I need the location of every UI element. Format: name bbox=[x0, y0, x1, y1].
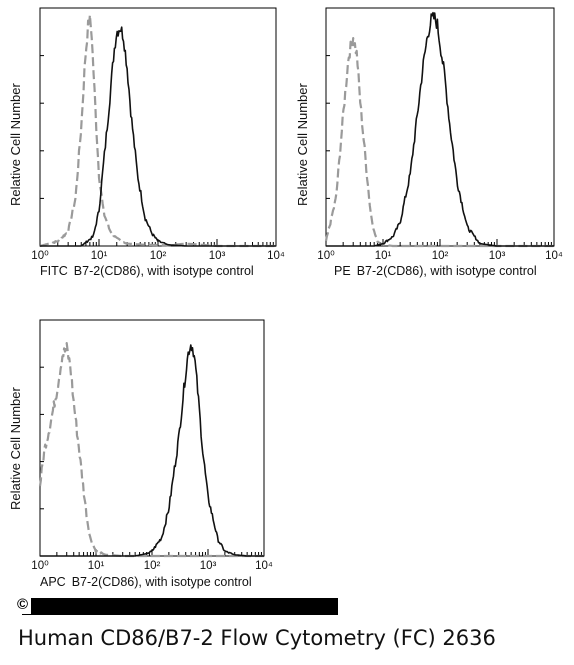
figure-caption: Human CD86/B7-2 Flow Cytometry (FC) 2636 bbox=[18, 626, 496, 650]
fitc-histogram: 10⁰ 10¹ 10² 10³ 10⁴ bbox=[31, 7, 285, 262]
pe-histogram: 10⁰ 10¹ 10² 10³ 10⁴ bbox=[317, 7, 563, 262]
isotype-control-curve bbox=[324, 36, 555, 248]
apc-ylabel: Relative Cell Number bbox=[8, 387, 23, 510]
pe-xlabel-text: B7-2(CD86), with isotype control bbox=[356, 264, 537, 278]
x-tick-label: 10² bbox=[150, 250, 167, 262]
cd86-stain-curve bbox=[326, 11, 554, 247]
isotype-control-curve bbox=[38, 342, 265, 558]
apc-xlabel: APC B7-2(CD86), with isotype control bbox=[40, 575, 258, 589]
x-tick-label: 10² bbox=[432, 250, 449, 262]
x-tick-label: 10³ bbox=[209, 250, 226, 262]
fitc-xlabel-text: B7-2(CD86), with isotype control bbox=[73, 264, 254, 278]
x-tick-label: 10⁴ bbox=[267, 250, 285, 262]
apc-channel-label: APC bbox=[40, 575, 66, 589]
x-tick-label: 10⁰ bbox=[31, 250, 49, 262]
pe-xlabel: PE B7-2(CD86), with isotype control bbox=[334, 264, 543, 278]
x-tick-label: 10² bbox=[144, 560, 161, 572]
copyright-symbol: © bbox=[17, 596, 31, 614]
x-tick-label: 10¹ bbox=[91, 250, 108, 262]
apc-xlabel-text: B7-2(CD86), with isotype control bbox=[71, 575, 252, 589]
isotype-control-curve bbox=[39, 13, 277, 248]
pe-channel-label: PE bbox=[334, 264, 351, 278]
x-tick-label: 10⁴ bbox=[545, 250, 563, 262]
x-tick-label: 10³ bbox=[489, 250, 506, 262]
plot-frame bbox=[39, 319, 265, 557]
x-tick-label: 10⁰ bbox=[31, 560, 49, 572]
cd86-stain-curve bbox=[40, 26, 276, 247]
apc-histogram: 10⁰ 10¹ 10² 10³ 10⁴ bbox=[31, 319, 273, 572]
x-tick-label: 10⁴ bbox=[255, 560, 273, 572]
redacted-copyright-bar bbox=[22, 598, 338, 615]
x-tick-label: 10⁰ bbox=[317, 250, 335, 262]
x-tick-label: 10³ bbox=[200, 560, 217, 572]
fitc-xlabel: FITC B7-2(CD86), with isotype control bbox=[40, 264, 260, 278]
x-tick-label: 10¹ bbox=[375, 250, 392, 262]
cd86-stain-curve bbox=[40, 344, 264, 557]
fitc-channel-label: FITC bbox=[40, 264, 68, 278]
x-tick-label: 10¹ bbox=[88, 560, 105, 572]
